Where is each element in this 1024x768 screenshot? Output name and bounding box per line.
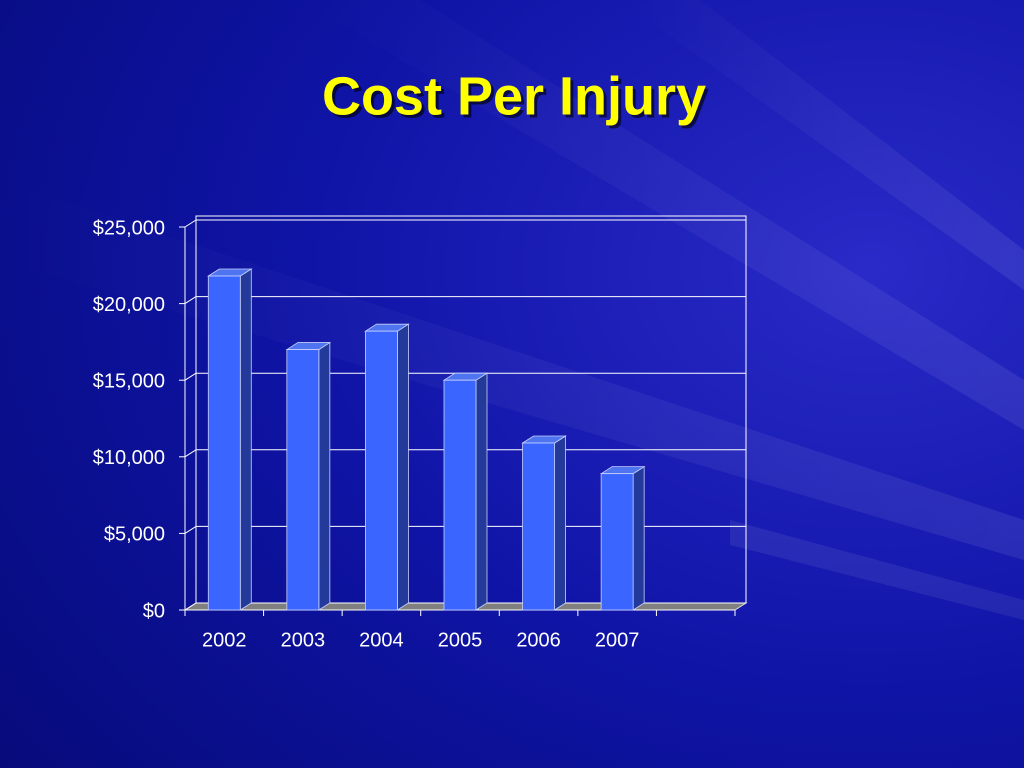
bar — [522, 442, 555, 611]
x-tick-label: 2005 — [438, 629, 483, 651]
grid-line-side — [184, 602, 197, 611]
ray — [730, 520, 1024, 620]
ray — [620, 0, 1024, 290]
x-tick-label: 2002 — [202, 629, 247, 651]
bar-side — [239, 268, 252, 611]
y-tick-label: $5,000 — [104, 524, 165, 546]
chart-title-shadow: Cost Per Injury — [325, 69, 709, 129]
y-tick-label: $25,000 — [93, 217, 165, 239]
y-tick-label: $0 — [143, 600, 165, 622]
bar-side — [318, 341, 331, 611]
ray — [300, 0, 1024, 430]
bar — [207, 275, 241, 611]
bar — [443, 379, 477, 611]
bar-side — [397, 323, 409, 611]
plot-area: $0 $5,000 $10,000 $15,000 $20,000 $25,000 2002… — [93, 215, 748, 651]
bar-side — [475, 372, 488, 611]
y-tick-label: $10,000 — [93, 447, 165, 469]
x-tick-label: 2004 — [359, 629, 404, 651]
grid-line-side — [184, 219, 197, 228]
grid-line-side — [184, 372, 197, 381]
chart-title: Cost Per Injury — [322, 66, 706, 126]
y-tick-label: $20,000 — [93, 294, 165, 316]
rays — [0, 0, 1024, 620]
grid-line-side — [184, 296, 197, 305]
x-tick-label: 2003 — [281, 629, 326, 651]
bar — [365, 330, 398, 611]
bar-side — [632, 465, 645, 611]
grid-line-side — [184, 525, 197, 534]
y-tick-label: $15,000 — [93, 370, 165, 392]
x-tick-label: 2007 — [595, 629, 640, 651]
ray — [0, 180, 1024, 560]
bar — [600, 473, 634, 611]
bar — [286, 349, 320, 611]
bar-side — [554, 435, 566, 611]
x-tick-label: 2006 — [516, 629, 561, 651]
grid-line-side — [184, 449, 197, 458]
